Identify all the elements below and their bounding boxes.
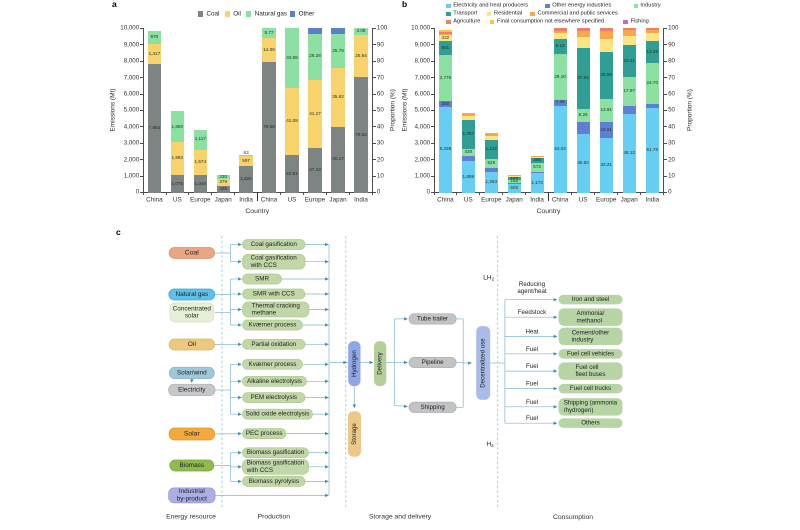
svg-text:Fuel: Fuel	[526, 363, 538, 370]
svg-text:Energy resource: Energy resource	[166, 514, 216, 521]
svg-text:Storage: Storage	[351, 423, 358, 445]
svg-text:Fuel: Fuel	[526, 415, 538, 422]
svg-text:Oil: Oil	[188, 341, 197, 348]
svg-text:methane: methane	[252, 310, 277, 317]
svg-text:solar: solar	[185, 313, 200, 320]
svg-text:Solid oxide electrolysis: Solid oxide electrolysis	[246, 411, 310, 418]
svg-text:fleet buses: fleet buses	[576, 371, 606, 378]
svg-text:Iron and steel: Iron and steel	[572, 296, 610, 303]
svg-text:Tube trailer: Tube trailer	[417, 315, 448, 322]
svg-text:Alkaline electrolysis: Alkaline electrolysis	[247, 378, 302, 385]
svg-text:Storage and delivery: Storage and delivery	[369, 514, 432, 521]
svg-text:Shipping: Shipping	[421, 404, 446, 411]
svg-text:Biomass pyrolysis: Biomass pyrolysis	[249, 478, 299, 485]
svg-text:Fuel: Fuel	[526, 399, 538, 406]
svg-text:Delivery: Delivery	[377, 352, 384, 375]
svg-text:Hydrogen: Hydrogen	[351, 350, 358, 377]
svg-text:Fuel cell vehicles: Fuel cell vehicles	[567, 350, 614, 357]
svg-text:with CCS: with CCS	[250, 262, 277, 269]
svg-text:PEC process: PEC process	[246, 430, 283, 437]
svg-text:Feedstock: Feedstock	[518, 309, 547, 316]
svg-text:Reducing: Reducing	[519, 281, 546, 288]
svg-text:Coal: Coal	[185, 250, 199, 257]
svg-text:Coal gasification: Coal gasification	[251, 255, 298, 262]
svg-text:Kværner process: Kværner process	[249, 361, 297, 368]
svg-text:Kværner process: Kværner process	[249, 322, 297, 329]
svg-text:LH2: LH2	[483, 275, 494, 283]
svg-text:Industrial: Industrial	[179, 488, 205, 495]
svg-text:Fuel: Fuel	[526, 346, 538, 353]
svg-text:Electricity: Electricity	[178, 387, 206, 394]
svg-text:Others: Others	[581, 420, 600, 427]
svg-text:H2: H2	[486, 441, 494, 449]
svg-text:Fuel cell: Fuel cell	[576, 364, 599, 371]
svg-text:Solar: Solar	[184, 431, 201, 438]
svg-text:Decentralized use: Decentralized use	[480, 338, 487, 388]
svg-text:Biomass gasification: Biomass gasification	[247, 449, 305, 456]
svg-text:/hydrogen): /hydrogen)	[564, 407, 594, 414]
svg-text:with CCS: with CCS	[246, 467, 273, 474]
svg-text:Biomass: Biomass	[180, 462, 205, 469]
svg-text:Heat: Heat	[525, 328, 538, 335]
svg-text:agent/heat: agent/heat	[517, 288, 547, 295]
svg-text:industry: industry	[572, 337, 595, 344]
svg-text:Fuel: Fuel	[526, 381, 538, 388]
svg-text:Concentrated: Concentrated	[173, 305, 212, 312]
svg-text:methanol: methanol	[577, 317, 602, 324]
svg-text:Thermal cracking: Thermal cracking	[252, 302, 301, 309]
svg-text:Consumption: Consumption	[553, 514, 593, 521]
svg-text:Biomass gasification: Biomass gasification	[247, 460, 305, 467]
svg-text:Shipping (ammonia: Shipping (ammonia	[564, 400, 618, 407]
svg-text:Coal gasification: Coal gasification	[251, 241, 298, 248]
svg-text:PEM electrolysis: PEM electrolysis	[251, 394, 298, 401]
svg-text:Partial oxidation: Partial oxidation	[251, 341, 296, 348]
svg-text:Fuel cell trucks: Fuel cell trucks	[570, 385, 611, 392]
svg-text:SMR with CCS: SMR with CCS	[253, 291, 295, 298]
svg-text:Solar/wind: Solar/wind	[177, 370, 207, 377]
svg-text:Pipeline: Pipeline	[422, 359, 445, 366]
svg-text:Natural gas: Natural gas	[175, 291, 208, 298]
svg-text:Cement/other: Cement/other	[572, 329, 610, 336]
svg-text:SMR: SMR	[255, 276, 269, 283]
svg-text:Ammonia/: Ammonia/	[577, 310, 605, 317]
svg-text:by-product: by-product	[177, 496, 207, 503]
svg-text:Production: Production	[258, 514, 291, 521]
